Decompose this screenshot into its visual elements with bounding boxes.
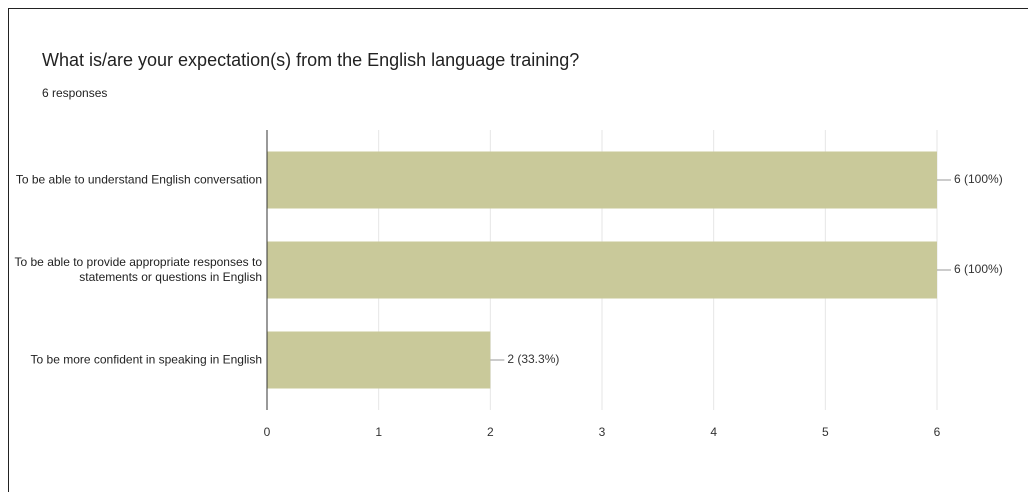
bar <box>267 151 937 209</box>
chart-title: What is/are your expectation(s) from the… <box>42 50 580 70</box>
x-tick-label: 3 <box>599 425 606 439</box>
y-tick-label: To be able to understand English convers… <box>15 172 262 187</box>
x-tick-label: 4 <box>710 425 717 439</box>
x-tick-label: 0 <box>264 425 271 439</box>
y-tick-label: To be able to provide appropriate respon… <box>14 255 263 284</box>
value-label: 6 (100%) <box>954 172 1003 186</box>
chart-subtitle: 6 responses <box>42 86 108 100</box>
value-label: 6 (100%) <box>954 262 1003 276</box>
value-label: 2 (33.3%) <box>507 352 559 366</box>
x-tick-label: 2 <box>487 425 494 439</box>
bar <box>267 331 491 389</box>
frame <box>8 8 1028 492</box>
x-tick-label: 5 <box>822 425 829 439</box>
y-tick-label: To be more confident in speaking in Engl… <box>30 352 262 367</box>
x-tick-label: 6 <box>934 425 941 439</box>
bar <box>267 241 937 299</box>
x-tick-label: 1 <box>375 425 382 439</box>
